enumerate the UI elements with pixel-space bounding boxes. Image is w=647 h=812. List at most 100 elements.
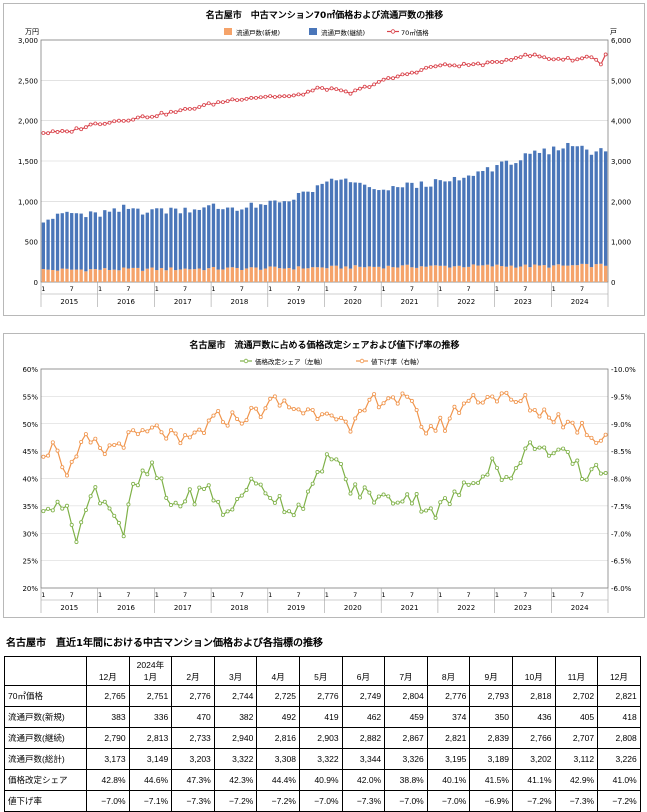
x-month-tick-label: 1 [438, 285, 442, 293]
bar-new [41, 269, 46, 282]
table-cell: 2,707 [554, 727, 599, 749]
column-header-label: 8月 [441, 672, 456, 682]
column-header-label: 3月 [228, 672, 243, 682]
price-point [140, 114, 145, 119]
revision-share-point [499, 478, 504, 483]
revision-share-point [414, 492, 419, 497]
price-cut-point [116, 441, 121, 446]
price-cut-point [50, 440, 55, 445]
bar-continued [122, 204, 126, 268]
price-cut-point [211, 413, 216, 418]
bar-continued [495, 165, 499, 265]
x-month-tick-label: 7 [467, 285, 471, 293]
column-header-label: 4月 [271, 672, 285, 682]
x-month-tick-label: 7 [70, 591, 74, 599]
table-cell: −7.2% [511, 790, 556, 812]
revision-share-point [225, 509, 230, 514]
price-cut-point [88, 440, 93, 445]
table-cell: 2,733 [171, 727, 215, 749]
bar-continued [188, 212, 192, 270]
bar-new [443, 265, 447, 282]
bar-continued [599, 148, 603, 264]
revision-share-point [239, 493, 244, 498]
price-point [499, 60, 504, 64]
price-point [334, 87, 339, 91]
bar-continued [391, 186, 395, 268]
x-month-tick-label: 7 [523, 285, 527, 293]
x-year-label: 2023 [514, 298, 532, 306]
price-point [150, 114, 154, 119]
column-header: 9月 [469, 656, 513, 686]
price-cut-point [395, 401, 400, 406]
bar-continued [466, 175, 471, 267]
column-header-label: 7月 [399, 672, 413, 682]
column-header: 2月 [171, 656, 215, 686]
revision-share-point [523, 446, 528, 451]
revision-share-point [504, 475, 509, 480]
table-cell: 44.4% [256, 769, 300, 791]
table-cell: 2,776 [171, 685, 215, 707]
bar-continued [225, 207, 230, 268]
price-point [410, 70, 414, 75]
bar-continued [41, 222, 46, 270]
column-header: 11月 [554, 656, 599, 686]
y-left-tick-label: 1,500 [18, 158, 38, 166]
y-right-tick-label: -9.0% [611, 421, 632, 429]
price-point [230, 97, 235, 102]
table-cell: 3,326 [384, 748, 428, 770]
bar-new [414, 267, 419, 282]
price-cut-point [74, 454, 79, 459]
bar-new [471, 264, 475, 282]
bar-new [221, 269, 225, 282]
bar-continued [329, 178, 334, 266]
price-point [485, 60, 490, 65]
price-point [447, 63, 452, 68]
bar-continued [192, 209, 197, 270]
price-point [372, 82, 377, 87]
price-cut-point [310, 407, 315, 412]
price-cut-point [476, 400, 481, 405]
table-cell: 3,202 [511, 748, 556, 770]
bar-continued [500, 161, 504, 267]
bar-new [509, 265, 513, 282]
revision-share-point [135, 483, 140, 488]
bar-continued [556, 150, 561, 265]
x-month-tick-label: 1 [155, 591, 159, 599]
price-cut-point [376, 405, 381, 410]
price-cut-point [381, 401, 386, 406]
price-point [235, 98, 239, 103]
price-cut-point [334, 417, 339, 422]
price-point [348, 91, 353, 96]
x-month-tick-label: 1 [211, 591, 215, 599]
legend-label: 価格改定シェア（左軸） [255, 357, 327, 366]
table-cell: 2,816 [256, 727, 300, 749]
bar-continued [594, 151, 598, 265]
revision-share-point [580, 477, 585, 482]
table-cell: 3,322 [298, 748, 343, 770]
table-cell: 2,749 [341, 685, 386, 707]
legend-label: 値下げ率（右軸） [371, 357, 423, 366]
revision-share-point [296, 502, 301, 507]
bar-new [126, 268, 131, 282]
price-cut-point [386, 396, 391, 401]
legend-label: 流通戸数(継続) [321, 28, 365, 37]
revision-share-point [230, 507, 235, 512]
price-cut-point [343, 419, 348, 424]
bar-new [329, 265, 334, 282]
chart-title: 名古屋市 中古マンション70㎡価格および流通戸数の推移 [206, 9, 444, 21]
bar-new [188, 269, 192, 282]
price-cut-point [405, 394, 410, 399]
x-year-label: 2020 [344, 604, 362, 612]
revision-share-point [211, 498, 216, 503]
bar-new [103, 268, 107, 282]
price-cut-point [485, 394, 490, 399]
price-cut-point [466, 398, 471, 403]
bar-new [183, 268, 187, 282]
bar-new [410, 267, 414, 282]
bar-new [424, 266, 428, 282]
price-point [461, 61, 466, 66]
price-point [192, 106, 197, 111]
table-cell: −7.3% [341, 790, 386, 812]
bar-new [230, 267, 235, 282]
bar-continued [211, 203, 216, 267]
